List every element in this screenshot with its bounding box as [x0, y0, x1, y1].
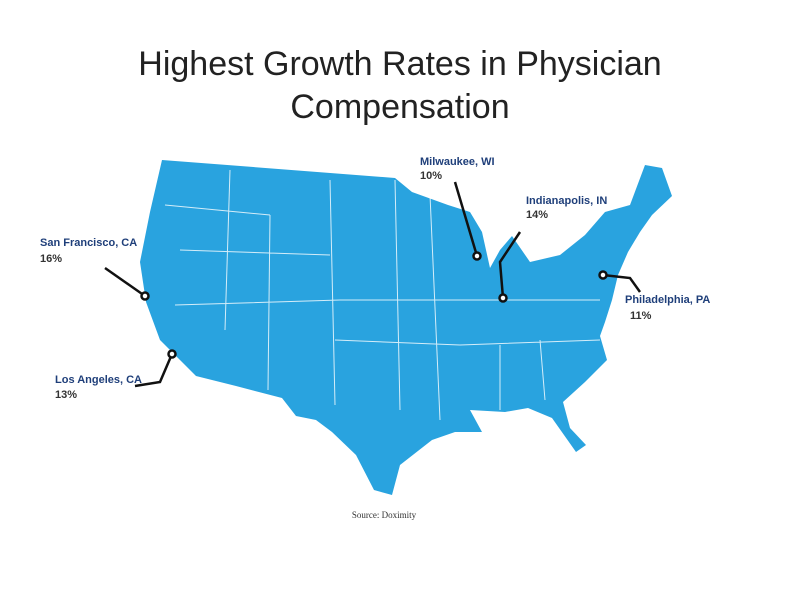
leaders — [104, 181, 642, 388]
city-growth: 13% — [55, 389, 77, 401]
city-name: Los Angeles, CA — [55, 374, 142, 386]
city-growth: 16% — [40, 253, 62, 265]
city-growth: 14% — [526, 209, 548, 221]
title-line: Highest Growth Rates in Physician — [138, 45, 661, 83]
us-map — [140, 160, 672, 495]
city-name: Indianapolis, IN — [526, 195, 607, 207]
city-name: Philadelphia, PA — [625, 294, 710, 306]
source: Source: Doximity — [352, 510, 417, 520]
city-name: San Francisco, CA — [40, 237, 137, 249]
city-growth: 11% — [630, 310, 652, 322]
title-line: Compensation — [290, 88, 509, 126]
city-growth: 10% — [420, 170, 442, 182]
city-name: Milwaukee, WI — [420, 156, 495, 168]
state-borders — [164, 169, 601, 421]
